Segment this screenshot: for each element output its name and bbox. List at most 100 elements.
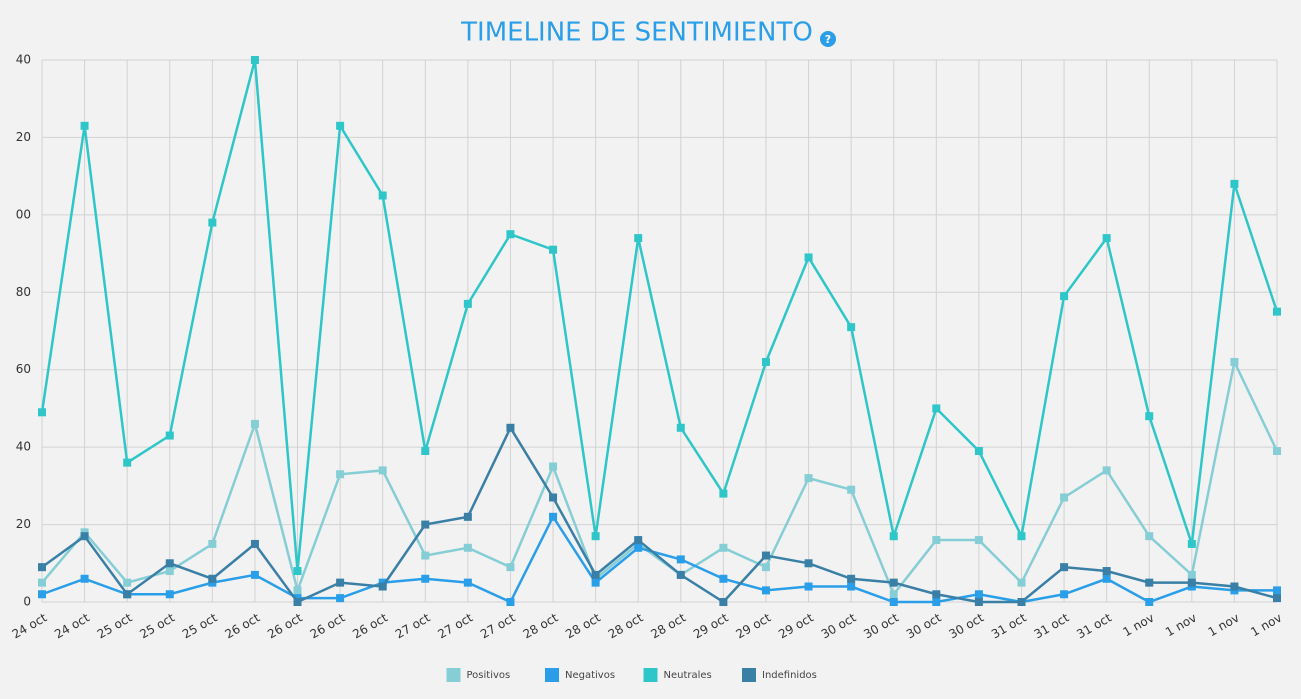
point bbox=[676, 570, 685, 579]
point bbox=[506, 563, 515, 572]
x-tick-label: 28 oct bbox=[606, 610, 646, 641]
point bbox=[1060, 590, 1069, 599]
x-tick-label: 25 oct bbox=[95, 610, 135, 641]
point bbox=[336, 578, 345, 587]
point bbox=[761, 357, 770, 366]
x-tick-label: 25 oct bbox=[180, 610, 220, 641]
point bbox=[676, 423, 685, 432]
point bbox=[847, 323, 856, 332]
point bbox=[123, 578, 132, 587]
point bbox=[932, 590, 941, 599]
point bbox=[1102, 466, 1111, 475]
legend-swatch[interactable] bbox=[545, 668, 559, 682]
point bbox=[1060, 493, 1069, 502]
point bbox=[421, 551, 430, 560]
point bbox=[38, 408, 46, 417]
point bbox=[293, 598, 302, 606]
x-tick-label: 29 oct bbox=[734, 610, 774, 641]
point bbox=[463, 578, 472, 587]
y-tick-label: 20 bbox=[16, 517, 31, 531]
point bbox=[761, 563, 770, 572]
point bbox=[549, 512, 558, 521]
legend-swatch[interactable] bbox=[446, 668, 461, 682]
point bbox=[804, 582, 813, 591]
point bbox=[1145, 578, 1154, 587]
legend-label[interactable]: Negativos bbox=[565, 670, 615, 681]
point bbox=[634, 543, 643, 552]
point bbox=[847, 485, 856, 494]
point bbox=[378, 582, 387, 591]
point bbox=[208, 574, 217, 583]
point bbox=[889, 532, 898, 541]
point bbox=[719, 598, 728, 606]
point bbox=[293, 586, 302, 595]
legend-swatch[interactable] bbox=[742, 668, 756, 682]
help-icon-bg[interactable] bbox=[820, 31, 836, 47]
point bbox=[336, 594, 345, 603]
point bbox=[421, 520, 430, 529]
point bbox=[1102, 234, 1111, 243]
point bbox=[1017, 532, 1026, 541]
point bbox=[889, 590, 898, 599]
point bbox=[974, 590, 983, 599]
x-tick-label: 24 oct bbox=[52, 610, 92, 641]
y-tick-label: 40 bbox=[16, 440, 31, 454]
point bbox=[123, 458, 132, 467]
x-tick-label: 31 oct bbox=[1032, 610, 1072, 641]
x-tick-label: 30 oct bbox=[861, 610, 901, 641]
point bbox=[1230, 357, 1239, 366]
point bbox=[293, 567, 302, 576]
x-tick-label: 30 oct bbox=[946, 610, 986, 641]
point bbox=[165, 559, 174, 568]
point bbox=[250, 570, 259, 579]
series-line bbox=[41, 358, 1279, 597]
x-tick-label: 27 oct bbox=[478, 610, 518, 641]
x-tick-label: 1 nov bbox=[1120, 611, 1156, 640]
y-tick-label: 80 bbox=[16, 285, 31, 299]
point bbox=[804, 559, 813, 568]
point bbox=[974, 536, 983, 545]
point bbox=[804, 474, 813, 483]
point bbox=[336, 121, 345, 130]
point bbox=[165, 567, 174, 576]
x-tick-label: 27 oct bbox=[435, 610, 475, 641]
y-tick-label: 40 bbox=[16, 53, 31, 67]
point bbox=[250, 539, 259, 548]
point bbox=[719, 543, 728, 552]
point bbox=[1145, 598, 1154, 606]
x-tick-label: 25 oct bbox=[137, 610, 177, 641]
point bbox=[165, 431, 174, 440]
point bbox=[719, 574, 728, 583]
series-line bbox=[40, 59, 1279, 572]
legend-label[interactable]: Positivos bbox=[467, 670, 511, 681]
point bbox=[1187, 539, 1196, 548]
point bbox=[889, 578, 898, 587]
point bbox=[378, 191, 387, 200]
x-tick-label: 26 oct bbox=[308, 610, 348, 641]
point bbox=[80, 121, 89, 130]
point bbox=[1273, 447, 1281, 456]
point bbox=[38, 563, 46, 572]
x-tick-label: 26 oct bbox=[265, 610, 305, 641]
x-tick-label: 30 oct bbox=[904, 610, 944, 641]
point bbox=[549, 462, 558, 471]
point bbox=[165, 590, 174, 599]
series-line bbox=[41, 514, 1277, 604]
point bbox=[1273, 586, 1281, 595]
legend-label[interactable]: Indefinidos bbox=[762, 670, 817, 681]
point bbox=[1060, 563, 1069, 572]
x-tick-label: 31 oct bbox=[989, 610, 1029, 641]
x-tick-label: 28 oct bbox=[648, 610, 688, 641]
point bbox=[761, 551, 770, 560]
legend-label[interactable]: Neutrales bbox=[664, 670, 712, 681]
y-tick-label: 0 bbox=[23, 595, 31, 609]
y-tick-label: 60 bbox=[16, 362, 31, 376]
legend-swatch[interactable] bbox=[643, 668, 658, 682]
point bbox=[847, 582, 856, 591]
x-tick-label: 26 oct bbox=[350, 610, 390, 641]
point bbox=[1102, 574, 1111, 583]
point bbox=[1017, 598, 1026, 606]
help-icon[interactable]: ? bbox=[825, 33, 831, 46]
point bbox=[847, 574, 856, 583]
